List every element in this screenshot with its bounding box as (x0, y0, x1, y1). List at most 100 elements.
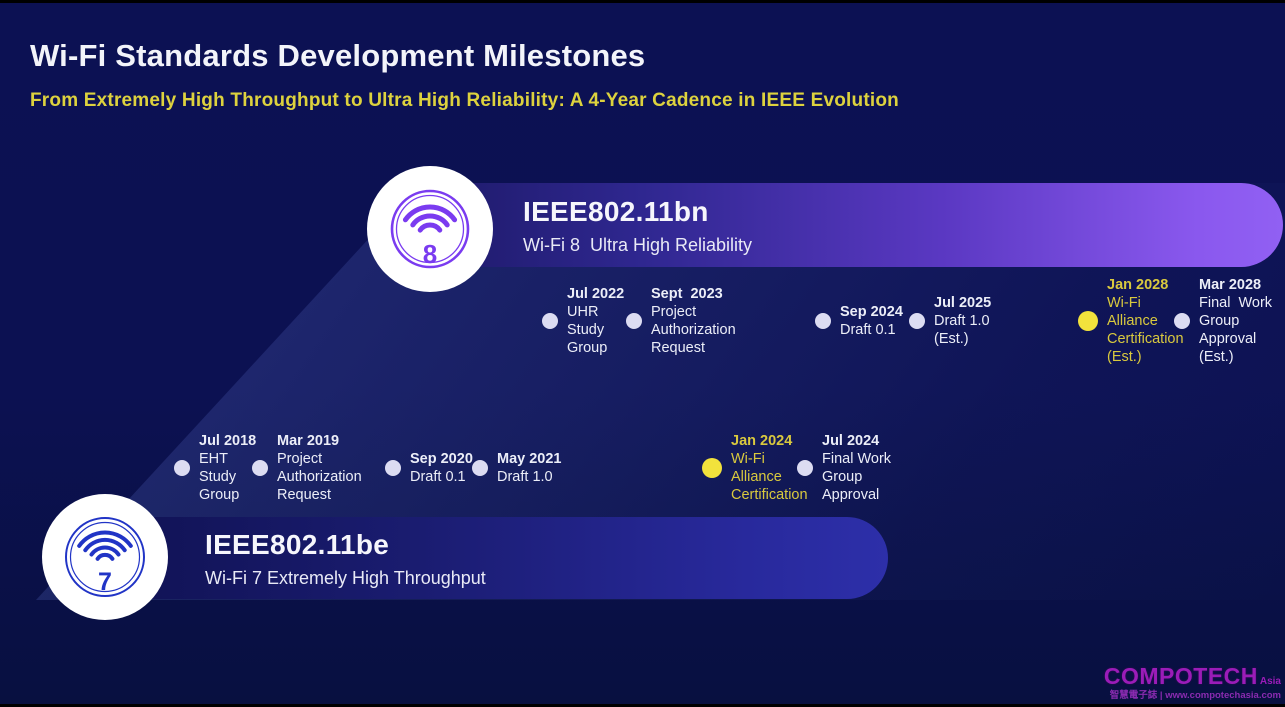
watermark-tagline: 智慧電子誌 | www.compotechasia.com (1109, 689, 1281, 701)
milestone-text-line: Project (651, 304, 697, 320)
milestone-text-line: (Est.) (1107, 349, 1142, 365)
milestone-date: Jul 2018 (199, 433, 257, 449)
milestone-text-line: Draft 0.1 (410, 469, 466, 485)
milestone-wifi8-3: Sep 2024 Draft 0.1 (815, 303, 903, 339)
top-edge-bar (0, 0, 1285, 3)
milestone-text-line: (Est.) (934, 331, 969, 347)
wifi8-standard-label: IEEE802.11bn (523, 196, 709, 227)
milestone-text-line: Project (277, 451, 323, 467)
milestone-text-line: Draft 1.0 (934, 313, 990, 329)
milestone-label: May 2021 Draft 1.0 (497, 450, 562, 486)
milestone-text-line: Authorization (277, 469, 362, 485)
wifi-7-icon: 7 (42, 494, 168, 620)
milestone-wifi8-1: Jul 2022 UHR Study Group (542, 285, 624, 357)
milestone-label: Jul 2018 EHT Study Group (199, 432, 256, 504)
milestone-text-line: Final Work (1199, 295, 1273, 311)
milestone-date: Mar 2028 (1199, 277, 1262, 293)
milestone-text-line: Study (199, 469, 237, 485)
milestone-text-line: Approval (822, 487, 880, 503)
header: Wi-Fi Standards Development Milestones F… (30, 38, 899, 112)
wifi8-badge: 8 (367, 166, 493, 292)
milestone-date: Jul 2022 (567, 286, 625, 302)
milestone-dot (385, 460, 401, 476)
milestone-text-line: Draft 0.1 (840, 322, 896, 338)
milestone-text-line: Request (651, 340, 706, 356)
milestone-dot (797, 460, 813, 476)
milestone-text-line: Certification (1107, 331, 1184, 347)
milestone-label: Sep 2020 Draft 0.1 (410, 450, 473, 486)
wifi8-band: IEEE802.11bn Wi-Fi 8 Ultra High Reliabil… (430, 183, 1283, 267)
milestone-text-line: EHT (199, 451, 228, 467)
milestone-date: Jul 2024 (822, 433, 880, 449)
wifi-8-icon: 8 (367, 166, 493, 292)
milestone-text-line: Alliance (731, 469, 782, 485)
milestone-text-line: Group (1199, 313, 1240, 329)
milestone-dot (626, 313, 642, 329)
watermark-brand-suffix: Asia (1259, 675, 1281, 687)
milestone-text-line: Approval (1199, 331, 1257, 347)
milestone-text-line: Group (199, 487, 240, 503)
milestone-dot (542, 313, 558, 329)
milestone-text-line: Wi-Fi (731, 451, 765, 467)
milestone-wifi7-1: Jul 2018 EHT Study Group (174, 432, 256, 504)
milestone-date: Jul 2025 (934, 295, 992, 311)
bottom-edge-bar (0, 704, 1285, 707)
milestone-date: Sep 2020 (410, 451, 473, 467)
milestone-date: Sept 2023 (651, 286, 723, 302)
milestone-date: Jan 2028 (1107, 277, 1169, 293)
wifi7-number: 7 (98, 568, 112, 596)
milestone-wifi8-4: Jul 2025 Draft 1.0 (Est.) (909, 294, 991, 348)
milestone-dot (472, 460, 488, 476)
milestone-text-line: Group (822, 469, 863, 485)
watermark: COMPOTECH Asia 智慧電子誌 | www.compotechasia.… (1103, 662, 1281, 701)
milestone-wifi7-3: Sep 2020 Draft 0.1 (385, 450, 473, 486)
page-title: Wi-Fi Standards Development Milestones (30, 38, 646, 73)
milestone-date: Mar 2019 (277, 433, 340, 449)
milestone-label: Mar 2019 Project Authorization Request (277, 432, 362, 504)
milestone-text-line: UHR (567, 304, 599, 320)
milestone-label: Jul 2025 Draft 1.0 (Est.) (934, 294, 991, 348)
milestone-wifi8-5: Jan 2028 Wi-Fi Alliance Certification (Est.) (1078, 276, 1184, 366)
milestone-wifi7-2: Mar 2019 Project Authorization Request (252, 432, 362, 504)
milestone-label: Jan 2028 Wi-Fi Alliance Certification (Est.) (1107, 276, 1184, 366)
page-subtitle: From Extremely High Throughput to Ultra … (30, 90, 899, 111)
milestone-text-line: Wi-Fi (1107, 295, 1141, 311)
milestone-label: Jul 2024 Final Work Group Approval (822, 432, 891, 504)
milestone-dot (1174, 313, 1190, 329)
milestone-text-line: Final Work (822, 451, 892, 467)
wifi8-descriptor-label: Wi-Fi 8 Ultra High Reliability (523, 235, 753, 255)
wifi7-descriptor-label: Wi-Fi 7 Extremely High Throughput (205, 568, 486, 588)
milestone-date: Sep 2024 (840, 304, 903, 320)
milestone-label: Mar 2028 Final Work Group Approval (Est.) (1199, 276, 1272, 366)
milestone-wifi7-6: Jul 2024 Final Work Group Approval (797, 432, 891, 504)
milestone-label: Jan 2024 Wi-Fi Alliance Certification (731, 432, 808, 504)
milestone-text-line: Certification (731, 487, 808, 503)
milestone-date: May 2021 (497, 451, 562, 467)
milestone-dot-highlight (1078, 311, 1098, 331)
milestone-text-line: Request (277, 487, 332, 503)
milestone-text-line: Alliance (1107, 313, 1158, 329)
milestone-text-line: Authorization (651, 322, 736, 338)
milestone-date: Jan 2024 (731, 433, 793, 449)
milestone-text-line: (Est.) (1199, 349, 1234, 365)
milestone-dot (815, 313, 831, 329)
milestone-dot (252, 460, 268, 476)
wifi7-band: IEEE802.11be Wi-Fi 7 Extremely High Thro… (100, 517, 888, 599)
watermark-brand: COMPOTECH (1103, 662, 1258, 689)
milestone-text-line: Group (567, 340, 608, 356)
wifi7-badge: 7 (42, 494, 168, 620)
wifi7-standard-label: IEEE802.11be (205, 529, 390, 560)
milestone-wifi8-2: Sept 2023 Project Authorization Request (626, 285, 736, 357)
milestone-dot-highlight (702, 458, 722, 478)
milestone-wifi7-5: Jan 2024 Wi-Fi Alliance Certification (702, 432, 808, 504)
milestone-wifi8-6: Mar 2028 Final Work Group Approval (Est.) (1174, 276, 1272, 366)
milestone-label: Sep 2024 Draft 0.1 (840, 303, 903, 339)
wifi8-number: 8 (423, 239, 437, 269)
milestone-dot (174, 460, 190, 476)
milestone-text-line: Study (567, 322, 605, 338)
milestone-dot (909, 313, 925, 329)
milestone-label: Sept 2023 Project Authorization Request (651, 285, 736, 357)
